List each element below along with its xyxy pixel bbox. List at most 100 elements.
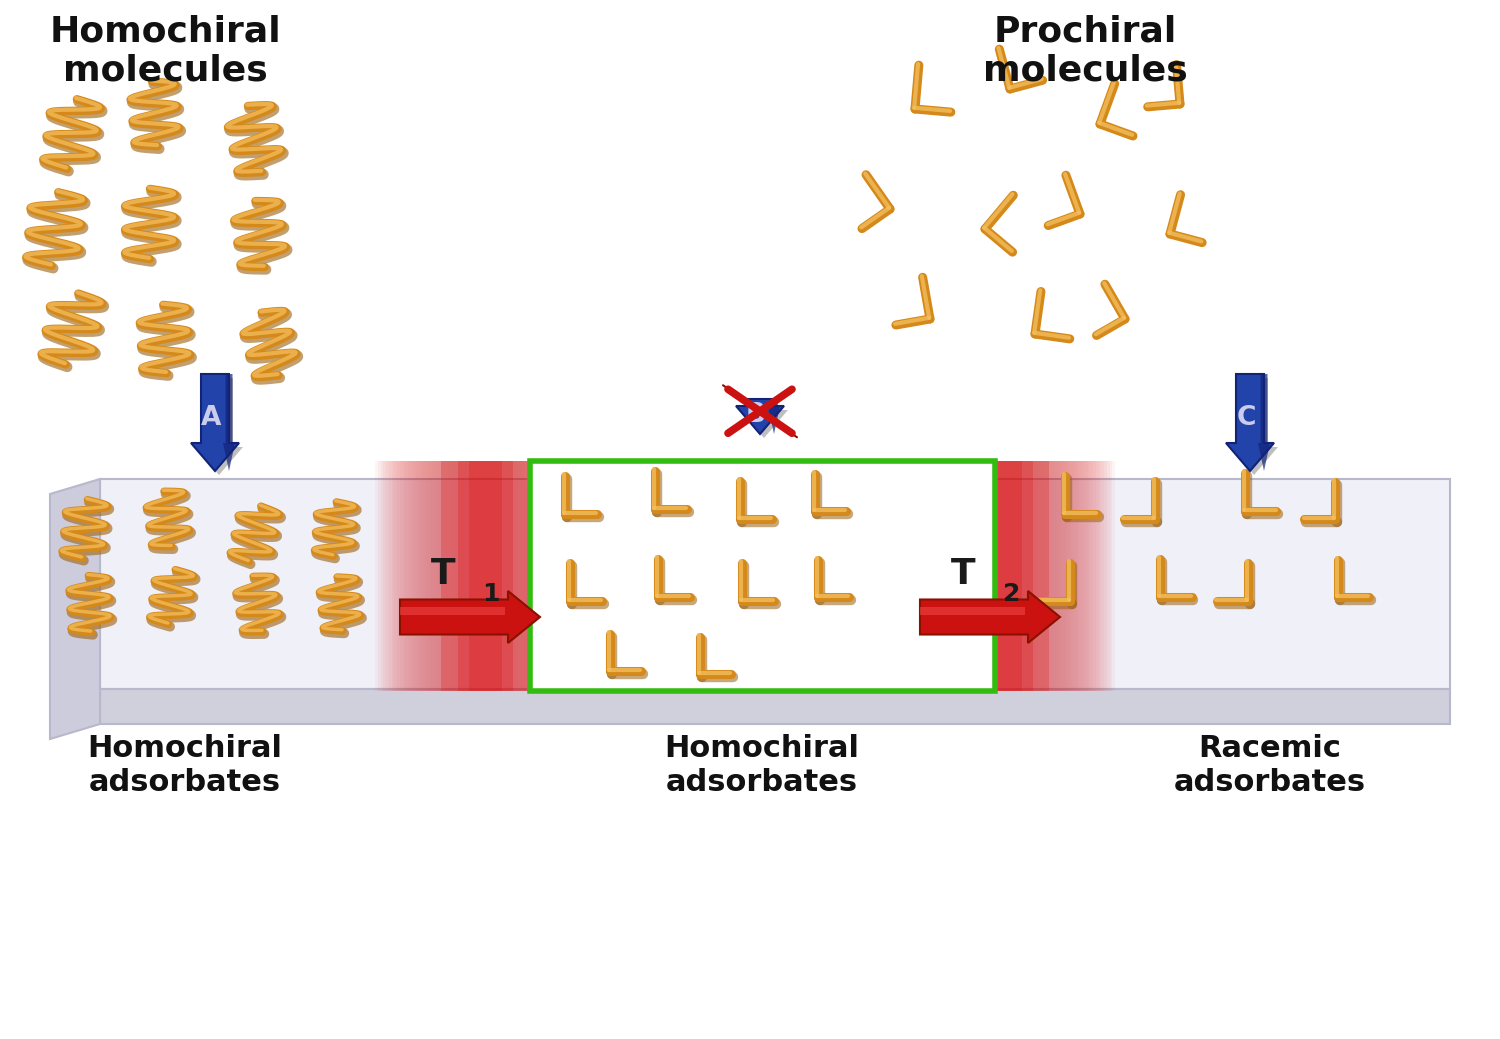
Bar <box>384 461 586 691</box>
Bar <box>945 461 1065 691</box>
Text: Prochiral
molecules: Prochiral molecules <box>982 14 1188 87</box>
Bar <box>483 461 488 691</box>
FancyArrow shape <box>190 374 238 471</box>
Bar <box>939 461 1071 691</box>
Bar <box>398 461 573 691</box>
Bar <box>480 461 490 691</box>
Bar <box>447 461 524 691</box>
Bar <box>402 461 567 691</box>
Bar <box>932 461 1080 691</box>
Text: Racemic
adsorbates: Racemic adsorbates <box>1174 734 1366 797</box>
Bar <box>966 461 1044 691</box>
Text: $\mathbf{T}$: $\mathbf{T}$ <box>950 557 976 591</box>
Bar <box>978 461 1032 691</box>
Text: A: A <box>201 404 220 430</box>
Bar <box>394 461 576 691</box>
Bar <box>950 461 1060 691</box>
Bar <box>444 461 526 691</box>
Bar <box>468 461 501 691</box>
Bar <box>466 461 504 691</box>
Bar <box>962 461 1048 691</box>
FancyArrow shape <box>740 403 788 438</box>
Bar <box>942 461 1068 691</box>
Bar <box>981 461 1029 691</box>
Bar <box>430 461 540 691</box>
Bar <box>915 461 1095 691</box>
Bar <box>928 461 1082 691</box>
Bar <box>916 461 1094 691</box>
Bar <box>414 461 556 691</box>
Bar <box>975 461 1035 691</box>
Bar <box>922 461 1088 691</box>
Bar <box>441 461 530 691</box>
Bar <box>432 461 537 691</box>
Bar <box>992 461 1018 691</box>
FancyArrow shape <box>920 591 1060 643</box>
Bar <box>411 461 560 691</box>
FancyArrow shape <box>195 378 243 475</box>
Bar <box>438 461 531 691</box>
Bar <box>988 461 1022 691</box>
FancyArrow shape <box>1230 378 1278 475</box>
Bar <box>952 461 1058 691</box>
Bar <box>468 461 501 691</box>
Bar <box>982 461 1028 691</box>
Bar <box>405 461 564 691</box>
Text: $\mathbf{2}$: $\mathbf{2}$ <box>1002 582 1020 606</box>
Bar <box>898 461 1113 691</box>
Text: Homochiral
molecules: Homochiral molecules <box>50 14 280 87</box>
Text: Homochiral
adsorbates: Homochiral adsorbates <box>664 734 859 797</box>
Bar <box>999 461 1011 691</box>
Bar <box>435 461 534 691</box>
Bar <box>422 461 549 691</box>
Bar <box>399 461 570 691</box>
Text: Homochiral
adsorbates: Homochiral adsorbates <box>87 734 282 797</box>
Bar <box>896 461 1114 691</box>
FancyArrow shape <box>400 607 506 615</box>
Bar <box>441 461 530 691</box>
Polygon shape <box>50 479 100 739</box>
Bar <box>419 461 550 691</box>
FancyArrow shape <box>736 399 784 434</box>
Bar <box>427 461 543 691</box>
FancyArrow shape <box>224 374 236 471</box>
Bar <box>903 461 1107 691</box>
Bar <box>948 461 1064 691</box>
Bar <box>912 461 1098 691</box>
Bar <box>906 461 1104 691</box>
Bar <box>392 461 579 691</box>
Text: $\mathbf{T}$: $\mathbf{T}$ <box>430 557 456 591</box>
Bar <box>958 461 1052 691</box>
Bar <box>450 461 520 691</box>
Bar <box>408 461 562 691</box>
Bar <box>933 461 1077 691</box>
Bar <box>375 461 596 691</box>
Bar <box>477 461 494 691</box>
FancyArrow shape <box>400 591 540 643</box>
Bar <box>986 461 1024 691</box>
Bar <box>962 461 1048 691</box>
Bar <box>458 461 513 691</box>
Bar <box>978 461 1032 691</box>
Bar <box>460 461 510 691</box>
Bar <box>994 461 1016 691</box>
Bar <box>424 461 546 691</box>
Bar <box>381 461 590 691</box>
Bar <box>378 461 592 691</box>
Text: C: C <box>1236 404 1256 430</box>
Bar <box>972 461 1038 691</box>
Bar <box>926 461 1084 691</box>
Bar <box>920 461 1090 691</box>
Text: $\mathbf{1}$: $\mathbf{1}$ <box>482 582 500 606</box>
Polygon shape <box>100 479 1450 689</box>
Bar <box>416 461 554 691</box>
Bar <box>471 461 498 691</box>
Polygon shape <box>100 689 1450 724</box>
Bar <box>458 461 513 691</box>
FancyArrow shape <box>1226 374 1274 471</box>
Bar <box>452 461 518 691</box>
Bar <box>474 461 496 691</box>
Bar <box>464 461 507 691</box>
Bar <box>388 461 582 691</box>
FancyArrow shape <box>768 399 780 434</box>
